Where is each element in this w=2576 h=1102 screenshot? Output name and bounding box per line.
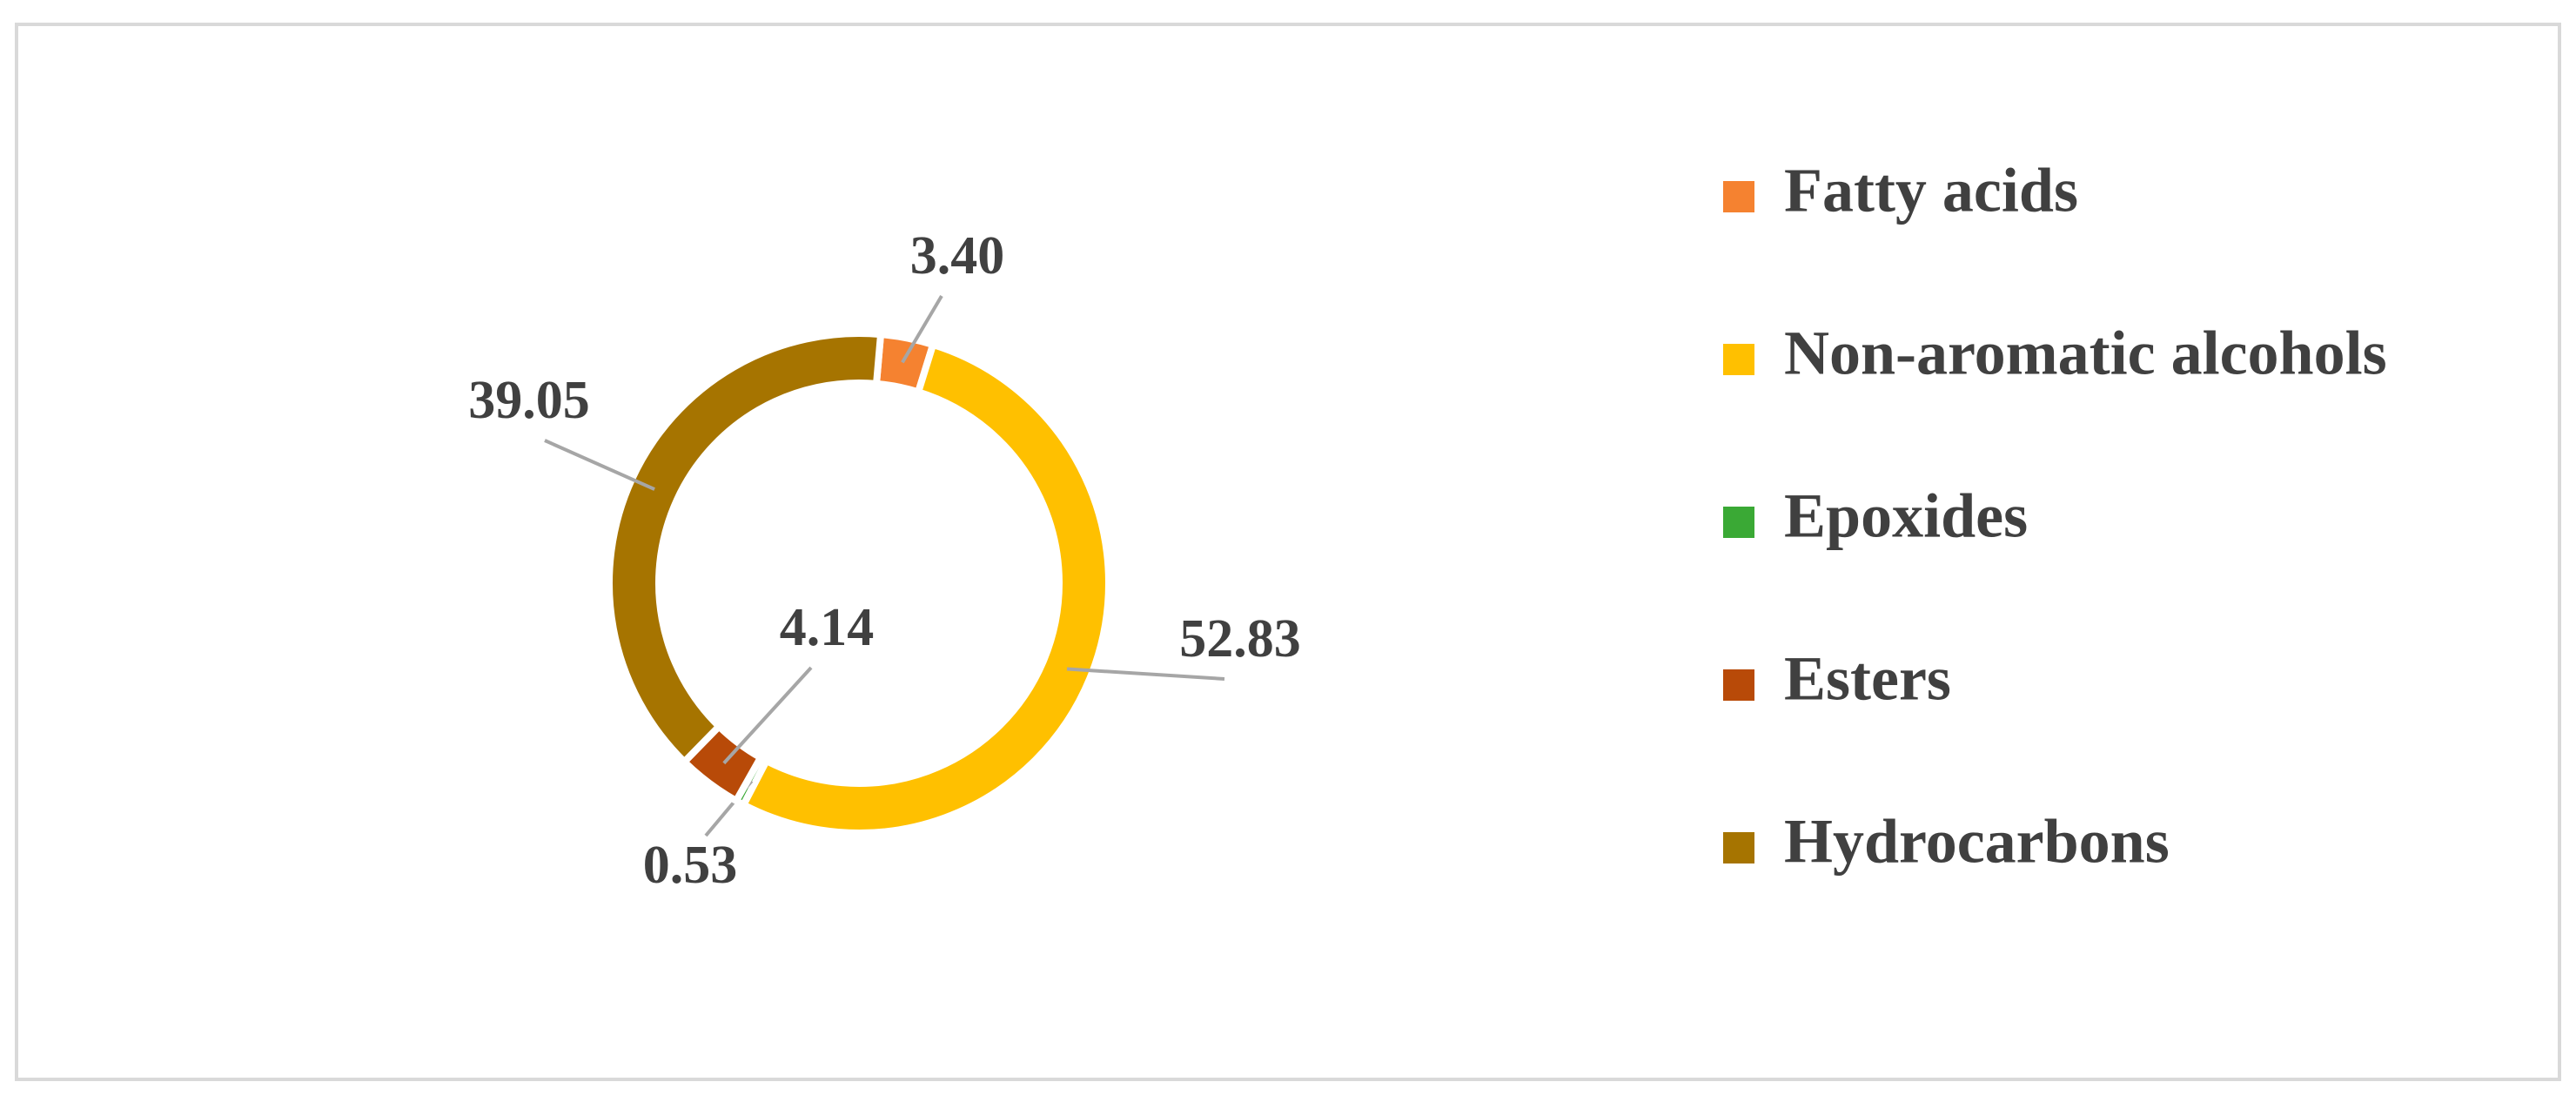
legend-swatch xyxy=(1723,669,1754,701)
leader-line xyxy=(544,439,655,491)
legend-label: Non-aromatic alcohols xyxy=(1784,319,2387,388)
data-label: 0.53 xyxy=(643,836,738,895)
leader-line xyxy=(1066,667,1225,681)
leader-line xyxy=(722,666,813,765)
leader-line xyxy=(901,294,943,364)
legend-swatch xyxy=(1723,344,1754,375)
legend-swatch xyxy=(1723,507,1754,538)
data-label: 4.14 xyxy=(780,598,875,657)
legend-swatch xyxy=(1723,181,1754,212)
data-label: 39.05 xyxy=(468,371,590,430)
legend-label: Hydrocarbons xyxy=(1784,807,2170,877)
data-label: 52.83 xyxy=(1179,609,1301,669)
chart-frame xyxy=(15,23,2561,1081)
donut-slice xyxy=(738,339,1113,837)
legend-label: Fatty acids xyxy=(1784,156,2078,225)
legend-label: Epoxides xyxy=(1784,481,2028,551)
data-label: 3.40 xyxy=(910,226,1005,286)
donut-slice xyxy=(606,330,885,767)
legend-label: Esters xyxy=(1784,644,1951,714)
legend-swatch xyxy=(1723,832,1754,863)
